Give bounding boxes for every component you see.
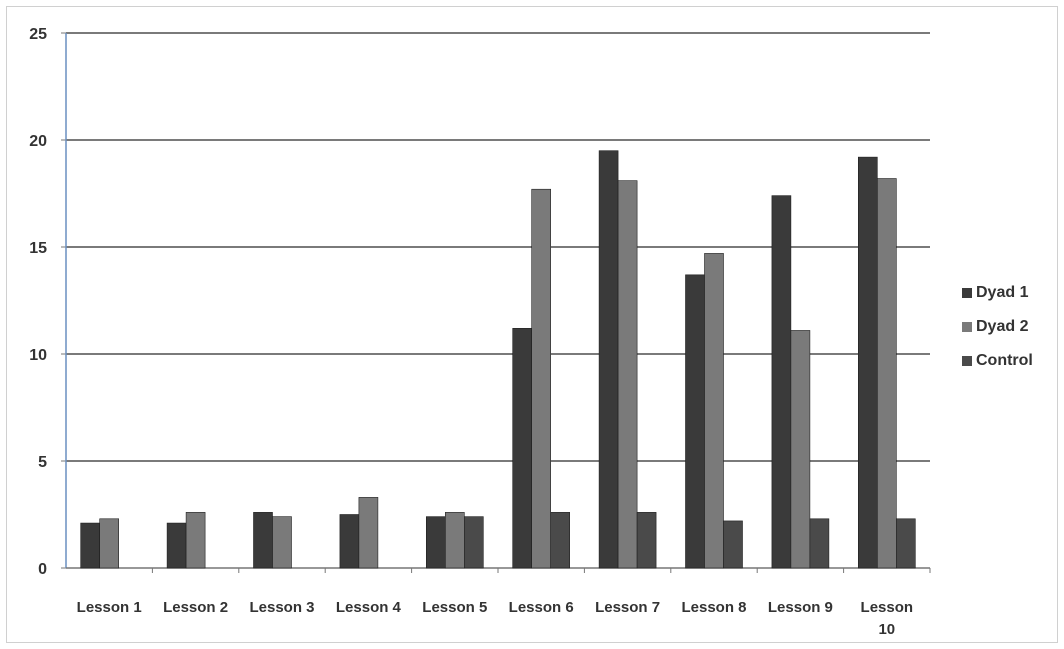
x-tick-label: Lesson 7 bbox=[595, 599, 660, 616]
bar-dyad-2 bbox=[444, 512, 465, 569]
x-tick-label: Lesson 4 bbox=[336, 599, 402, 616]
legend-swatch-dyad-1 bbox=[962, 288, 972, 298]
bar-dyad-1 bbox=[339, 514, 360, 569]
chart-frame bbox=[6, 6, 1058, 643]
bar-dyad-1 bbox=[80, 522, 100, 569]
bar-dyad-2 bbox=[531, 188, 552, 569]
bar-dyad-2 bbox=[185, 512, 206, 569]
y-tick-label: 25 bbox=[29, 26, 47, 43]
legend-label-dyad-2: Dyad 2 bbox=[976, 318, 1029, 335]
x-tick-label: Lesson 6 bbox=[509, 599, 574, 616]
legend-item-dyad-1: Dyad 1 bbox=[962, 276, 1033, 310]
bar-dyad-2 bbox=[704, 253, 724, 569]
legend-item-control: Control bbox=[962, 344, 1033, 378]
legend-swatch-control bbox=[962, 356, 972, 366]
bar-dyad-2 bbox=[617, 180, 638, 569]
bar-control bbox=[723, 520, 743, 569]
bar-dyad-1 bbox=[685, 274, 705, 569]
bar-dyad-1 bbox=[253, 512, 273, 569]
y-tick-label: 20 bbox=[29, 133, 47, 150]
bar-dyad-1 bbox=[771, 195, 792, 569]
bar-control bbox=[636, 512, 657, 569]
bar-dyad-1 bbox=[425, 516, 446, 569]
bar-dyad-1 bbox=[512, 328, 533, 569]
bar-dyad-1 bbox=[598, 150, 619, 569]
legend-item-dyad-2: Dyad 2 bbox=[962, 310, 1033, 344]
bar-dyad-2 bbox=[99, 518, 119, 569]
legend-swatch-dyad-2 bbox=[962, 322, 972, 332]
bar-dyad-2 bbox=[272, 516, 292, 569]
bar-dyad-2 bbox=[358, 497, 379, 569]
legend: Dyad 1 Dyad 2 Control bbox=[962, 276, 1033, 378]
x-tick-label: Lesson 5 bbox=[422, 599, 487, 616]
bars bbox=[80, 150, 916, 569]
y-tick-label: 10 bbox=[29, 347, 47, 364]
bar-control bbox=[550, 512, 571, 569]
bar-control bbox=[463, 516, 484, 569]
x-tick-label: Lesson 9 bbox=[768, 599, 833, 616]
y-tick-label: 15 bbox=[29, 240, 47, 257]
y-tick-label: 0 bbox=[38, 561, 47, 578]
x-tick-label: Lesson 8 bbox=[681, 599, 746, 616]
x-tick-label: Lesson 3 bbox=[249, 599, 314, 616]
y-tick-label: 5 bbox=[38, 454, 47, 471]
legend-label-dyad-1: Dyad 1 bbox=[976, 284, 1029, 301]
x-tick-label: Lesson 2 bbox=[163, 599, 228, 616]
x-tick-label: Lesson 1 bbox=[77, 599, 142, 616]
bar-dyad-1 bbox=[857, 156, 878, 569]
x-tick-label: Lesson 10 bbox=[861, 599, 914, 638]
bar-dyad-1 bbox=[166, 522, 187, 569]
bar-control bbox=[809, 518, 830, 569]
legend-label-control: Control bbox=[976, 352, 1033, 369]
bar-control bbox=[895, 518, 916, 569]
tick-labels: 0 5 10 15 20 25 Lesson 1 Lesson 2 Lesson 3 Lesson… bbox=[29, 26, 913, 638]
bar-dyad-2 bbox=[790, 330, 811, 569]
bar-dyad-2 bbox=[876, 178, 897, 569]
